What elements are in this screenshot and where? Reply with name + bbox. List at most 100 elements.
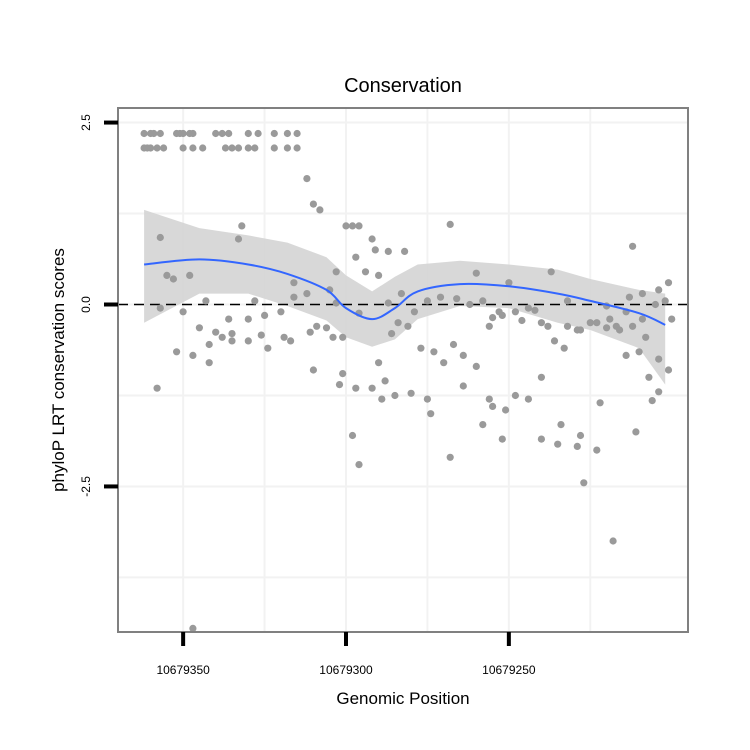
data-point xyxy=(401,247,409,255)
data-point xyxy=(576,431,585,440)
grid-lines xyxy=(118,108,688,632)
data-point xyxy=(287,337,295,345)
data-point xyxy=(234,144,243,152)
data-point xyxy=(664,366,673,374)
data-point xyxy=(199,144,207,152)
data-point xyxy=(254,129,262,138)
data-point xyxy=(655,355,663,363)
data-point xyxy=(251,297,259,305)
data-point xyxy=(335,381,344,389)
data-point xyxy=(511,391,519,400)
data-point xyxy=(616,326,624,334)
data-point xyxy=(537,435,546,443)
data-point xyxy=(505,279,513,287)
data-point xyxy=(645,373,653,381)
data-point xyxy=(563,322,572,330)
data-point xyxy=(397,290,405,298)
data-point xyxy=(244,144,252,152)
x-tick-label: 10679300 xyxy=(319,663,373,677)
data-point xyxy=(179,144,187,152)
data-point xyxy=(502,406,510,414)
confidence-band xyxy=(144,209,666,385)
data-point xyxy=(593,319,601,327)
data-point xyxy=(655,286,663,294)
data-point xyxy=(622,351,630,359)
data-point xyxy=(205,359,213,367)
data-points xyxy=(140,129,676,633)
axes: 10679350 10679300 10679250 2.5 0.0 -2.5 xyxy=(79,114,536,677)
data-point xyxy=(195,324,203,332)
data-point xyxy=(648,397,656,405)
data-point xyxy=(280,333,288,341)
data-point xyxy=(384,247,392,255)
data-point xyxy=(629,242,637,250)
data-point xyxy=(664,279,673,287)
data-point xyxy=(629,322,637,330)
data-point xyxy=(394,319,402,327)
data-point xyxy=(352,253,360,261)
data-point xyxy=(668,315,676,323)
data-point xyxy=(355,461,363,469)
data-point xyxy=(156,304,164,312)
smooth-line xyxy=(144,258,666,326)
data-point xyxy=(189,144,197,152)
data-point xyxy=(290,293,298,301)
data-point xyxy=(446,220,454,228)
data-point xyxy=(212,328,220,336)
data-point xyxy=(339,333,347,341)
data-point xyxy=(518,316,526,325)
data-point xyxy=(459,382,467,390)
data-point xyxy=(270,144,278,152)
data-point xyxy=(361,268,370,276)
data-point xyxy=(511,308,519,316)
data-point xyxy=(173,348,181,356)
data-point xyxy=(352,384,360,392)
data-point xyxy=(625,293,634,301)
data-point xyxy=(498,435,506,443)
data-point xyxy=(524,395,533,403)
data-point xyxy=(150,129,158,138)
data-point xyxy=(348,431,357,440)
data-point xyxy=(303,175,311,183)
data-point xyxy=(221,144,230,152)
data-point xyxy=(218,333,226,341)
data-point xyxy=(342,222,350,230)
data-point xyxy=(234,235,243,243)
data-point xyxy=(485,322,493,330)
data-point xyxy=(381,377,389,385)
chart-title: Conservation xyxy=(344,75,462,97)
data-point xyxy=(593,446,601,454)
data-point xyxy=(186,271,194,279)
data-point xyxy=(153,144,161,152)
data-point xyxy=(355,222,363,230)
data-point xyxy=(156,233,164,242)
data-point xyxy=(251,144,259,152)
data-point xyxy=(163,271,171,279)
data-point xyxy=(479,421,487,429)
data-point xyxy=(339,370,347,378)
data-point xyxy=(407,389,415,397)
data-point xyxy=(596,399,604,407)
data-point xyxy=(449,340,458,349)
data-point xyxy=(489,402,497,410)
y-axis-title: phyloP LRT conservation scores xyxy=(49,248,68,492)
data-point xyxy=(472,362,480,370)
data-point xyxy=(603,324,611,332)
data-point xyxy=(348,222,357,230)
data-point xyxy=(156,129,164,138)
data-point xyxy=(453,295,461,303)
data-point xyxy=(537,373,546,381)
data-point xyxy=(586,319,594,327)
data-point xyxy=(550,337,559,345)
data-point xyxy=(228,337,236,345)
data-point xyxy=(489,314,497,322)
y-tick-label: 0.0 xyxy=(79,296,93,313)
data-point xyxy=(459,351,467,359)
data-point xyxy=(264,344,272,352)
data-point xyxy=(472,269,480,277)
data-point xyxy=(573,442,581,450)
data-point xyxy=(638,315,647,323)
data-point xyxy=(642,333,650,341)
data-point xyxy=(388,330,396,338)
